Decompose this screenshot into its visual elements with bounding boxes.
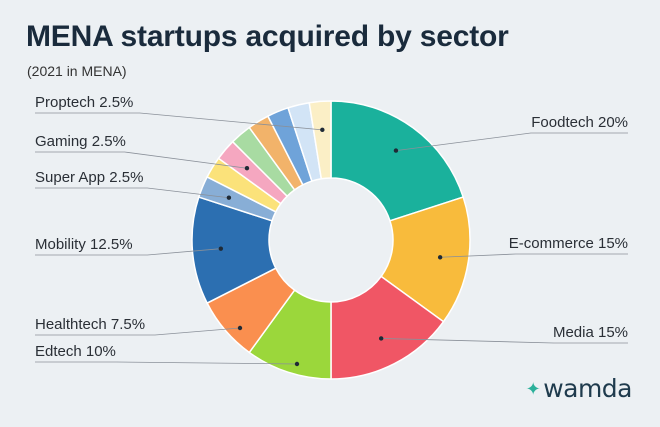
- leader-line: [35, 112, 323, 131]
- leader-line: [381, 338, 628, 344]
- leader-dot: [378, 336, 384, 341]
- slice-label: Foodtech 20%: [531, 114, 628, 131]
- slice-label: Edtech 10%: [35, 343, 116, 360]
- leader-line: [35, 248, 221, 256]
- slice-label: E-commerce 15%: [509, 235, 628, 252]
- slice-label: Mobility 12.5%: [35, 236, 133, 253]
- donut-slice: [380, 196, 471, 323]
- leader-dot: [244, 166, 250, 171]
- leader-dot: [294, 361, 300, 367]
- leader-line: [35, 361, 298, 365]
- brand-name: wamda: [543, 374, 632, 403]
- leader-dot: [320, 127, 325, 133]
- donut-slice: [330, 100, 465, 222]
- donut-slice: [308, 100, 332, 180]
- leader-dot: [393, 148, 399, 153]
- wamda-logo: ✦ wamda: [525, 374, 633, 403]
- slice-label: Proptech 2.5%: [35, 94, 133, 111]
- leader-line: [440, 253, 628, 258]
- leader-line: [35, 187, 229, 199]
- leader-line: [35, 327, 241, 336]
- slice-label: Healthtech 7.5%: [35, 316, 145, 333]
- sparkle-icon: ✦: [525, 379, 541, 400]
- slice-label: Super App 2.5%: [35, 169, 143, 186]
- donut-slice: [330, 275, 445, 380]
- chart-title: MENA startups acquired by sector: [26, 20, 509, 53]
- leader-dot: [437, 255, 443, 260]
- slice-label: Media 15%: [553, 324, 628, 341]
- leader-dot: [226, 195, 232, 200]
- leader-line: [35, 151, 248, 169]
- chart-subtitle: (2021 in MENA): [27, 63, 127, 79]
- leader-dot: [218, 246, 224, 251]
- leader-dot: [237, 325, 243, 331]
- leader-line: [395, 132, 628, 152]
- slice-label: Gaming 2.5%: [35, 133, 126, 150]
